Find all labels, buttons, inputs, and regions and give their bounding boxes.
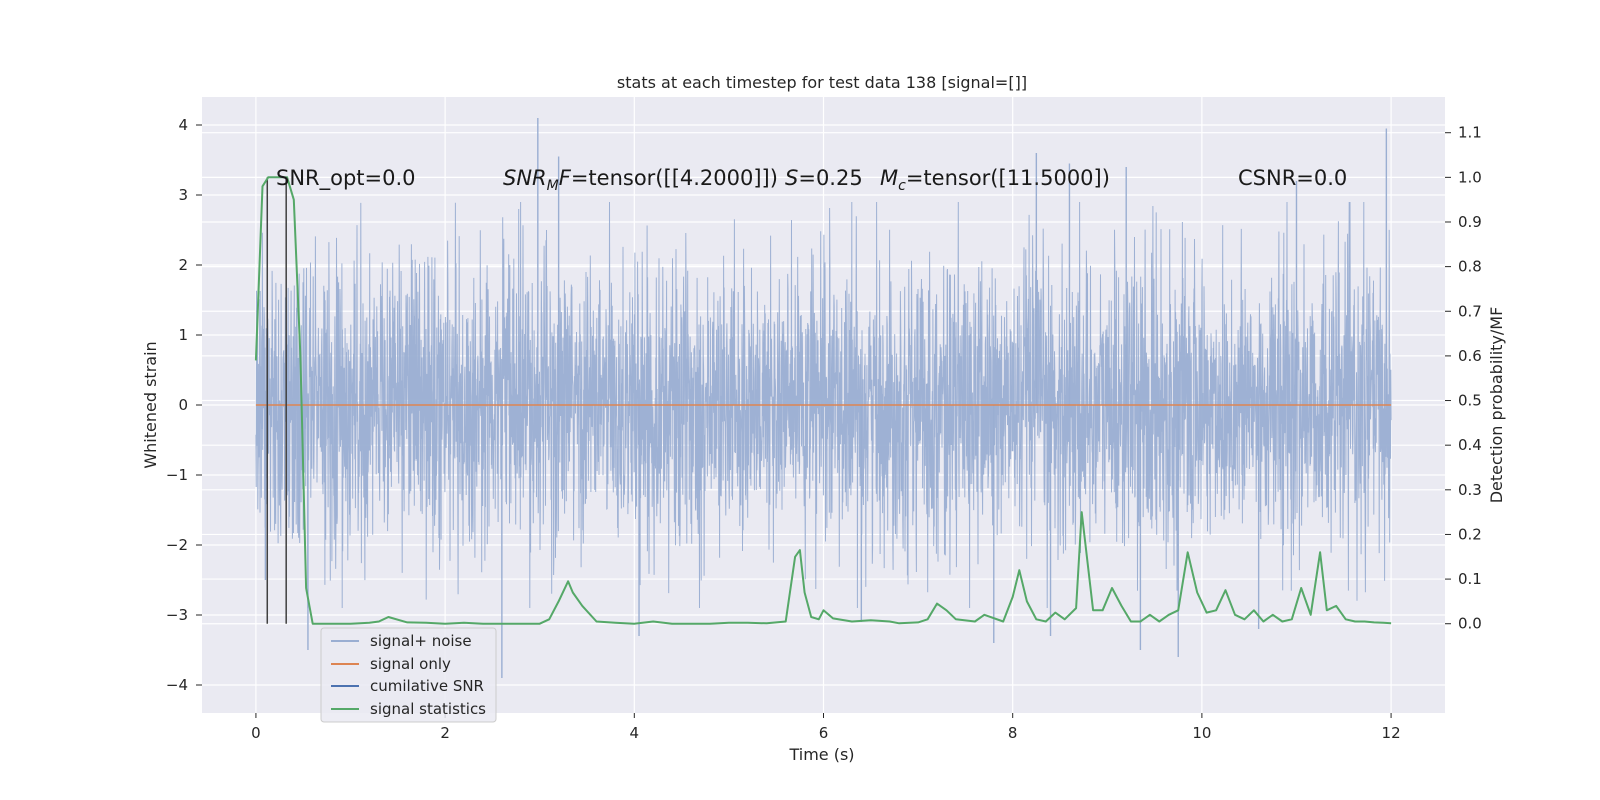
y-tick-label: −2 [166,536,188,554]
x-tick-label: 4 [630,724,640,742]
y-axis-ticks: −4 −3 −2 −1 0 1 2 3 4 [166,116,202,694]
mc-subscript: c [898,178,906,194]
snr-mf-f: F [559,166,572,190]
y-right-axis-label: Detection probability/MF [1487,307,1506,504]
snr-mf-symbol: SNR [503,166,547,190]
y-right-tick-label: 0.4 [1458,436,1482,454]
s-symbol: S [785,166,798,190]
y-right-tick-label: 0.6 [1458,347,1482,365]
noise-layer [255,118,1392,678]
y-axis-label: Whitened strain [141,341,160,468]
y-tick-label: −4 [166,676,188,694]
legend-label-signal-noise: signal+ noise [370,632,472,650]
legend-label-cumulative-snr: cumilative SNR [370,677,484,695]
x-tick-label: 6 [819,724,829,742]
x-tick-label: 10 [1192,724,1211,742]
y-right-tick-label: 0.8 [1458,258,1482,276]
chart-title: stats at each timestep for test data 138… [617,73,1027,92]
x-tick-label: 12 [1382,724,1401,742]
y-tick-label: −3 [166,606,188,624]
y-tick-label: 0 [178,396,188,414]
y-right-tick-label: 0.2 [1458,525,1482,543]
legend-box [320,627,497,723]
y-right-axis-ticks: 0.0 0.1 0.2 0.3 0.4 0.5 0.6 0.7 0.8 0.9 1.0 1.1 [1445,124,1482,633]
mc-value: =tensor([11.5000]) [906,166,1110,190]
y-tick-label: 4 [178,116,188,134]
y-tick-label: −1 [166,466,188,484]
annotation-snr-opt: SNR_opt=0.0 [276,166,416,191]
x-tick-label: 0 [251,724,261,742]
annotation-csnr: CSNR=0.0 [1238,166,1347,190]
y-tick-label: 1 [178,326,188,344]
x-tick-label: 2 [440,724,450,742]
y-right-tick-label: 0.9 [1458,213,1482,231]
annotation-mc: Mc=tensor([11.5000]) [880,166,1110,194]
legend-label-signal-only: signal only [370,655,451,673]
snr-mf-value: =tensor([[4.2000]]) [571,166,778,190]
y-right-tick-label: 1.0 [1458,168,1482,186]
y-right-tick-label: 0.1 [1458,570,1482,588]
signal-noise-line [255,201,1392,609]
annotation-s: S=0.25 [785,166,863,190]
x-axis-ticks: 0 2 4 6 8 10 12 [251,713,1401,742]
mc-symbol: M [880,166,898,190]
y-right-tick-label: 0.3 [1458,481,1482,499]
signal-statistics-line [254,176,1392,625]
annotation-snr-mf: SNRMF=tensor([[4.2000]]) [503,166,778,194]
x-tick-label: 8 [1008,724,1018,742]
y-right-tick-label: 0.0 [1458,615,1482,633]
series-layer [254,176,1392,625]
y-tick-label: 2 [178,256,188,274]
x-axis-label: Time (s) [788,745,854,764]
y-tick-label: 3 [178,186,188,204]
s-value: =0.25 [798,166,862,190]
y-right-tick-label: 0.5 [1458,392,1482,410]
legend: signal+ noise signal only cumilative SNR… [320,627,497,723]
y-right-tick-label: 0.7 [1458,302,1482,320]
snr-mf-subscript: M [547,178,559,194]
legend-label-signal-statistics: signal statistics [370,700,486,718]
y-right-tick-label: 1.1 [1458,124,1482,142]
